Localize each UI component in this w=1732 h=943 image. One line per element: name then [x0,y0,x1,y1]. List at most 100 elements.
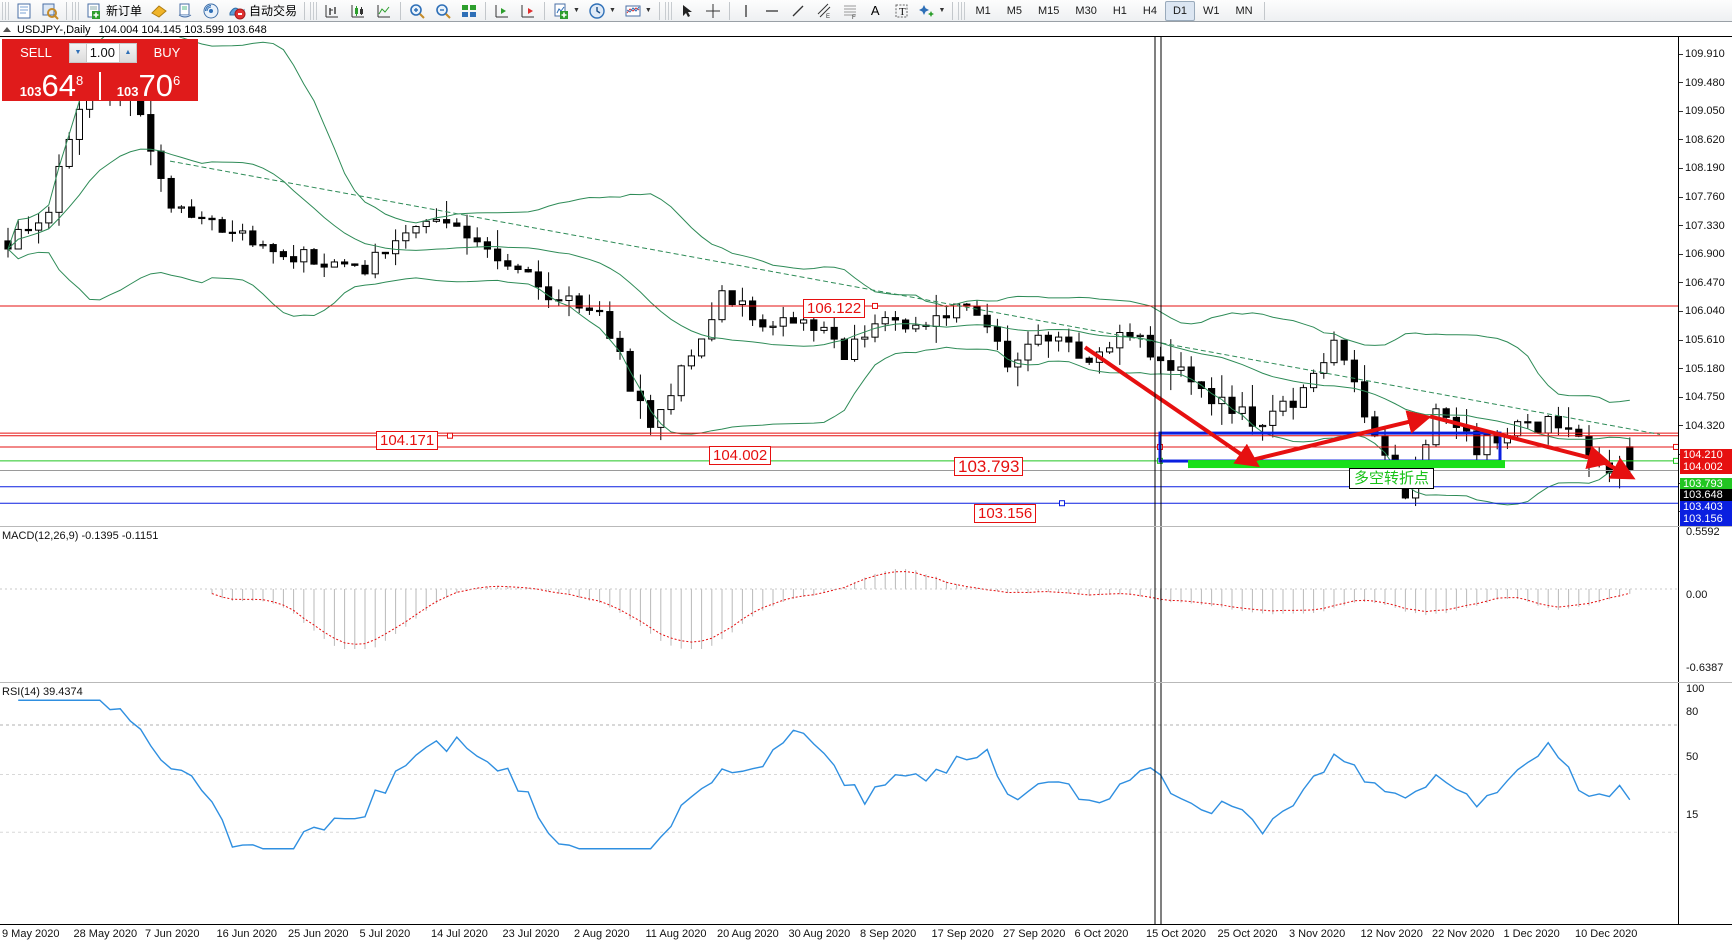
price-axis[interactable]: 109.910 109.480 109.050 108.620 108.190 107.7… [1678,37,1732,925]
timeframe-m5-button[interactable]: M5 [1006,4,1023,17]
toolbar-grip[interactable] [2,1,9,20]
period-caret-icon[interactable]: ▼ [608,7,616,14]
red-arrow-up-1[interactable] [1249,410,1432,463]
toolbar-grip-2[interactable] [72,1,79,20]
timeframe-m1-button[interactable]: M1 [975,4,991,17]
timeframe-d1-button[interactable]: D1 [1164,0,1196,21]
objects-caret-icon[interactable]: ▼ [938,7,946,14]
new-chart-button[interactable] [11,1,37,21]
toolbar-separator-9 [1263,1,1265,20]
period-button[interactable]: ▼ [584,1,620,21]
metaeditor-icon [150,2,168,20]
price-tick-108-190: 108.190 [1679,162,1725,174]
price-tag-103-793[interactable]: 103.793 [1680,478,1732,491]
timeframe-w1-button[interactable]: W1 [1203,4,1220,17]
indicators-caret-icon[interactable]: ▼ [573,7,580,14]
price-tick-105-180: 105.180 [1679,363,1725,375]
timeframe-m15-button[interactable]: M15 [1038,4,1060,17]
chart-header: USDJPY-,Daily 104.004 104.145 103.599 10… [0,23,1732,36]
text-label-button[interactable]: T [888,1,914,21]
descending-trendline[interactable] [169,160,1661,435]
timeframe-m30-button[interactable]: M30 [1075,4,1097,17]
chinese-annotation-box[interactable]: 多空转折点 [1349,468,1435,489]
indicators-button[interactable]: ▼ [548,1,584,21]
trendline-button[interactable] [785,1,811,21]
buy-price[interactable]: 103 70 6 [101,70,196,101]
toolbar-separator-3 [400,1,402,20]
price-tag-103-156[interactable]: 103.156 [1680,513,1732,526]
autotrading-button[interactable]: 自动交易 [224,1,301,21]
chart-tile-button[interactable] [456,1,482,21]
equidistant-channel-button[interactable]: E [811,1,837,21]
timeframe-h1-button[interactable]: H1 [1112,4,1127,17]
crosshair-button[interactable] [700,1,726,21]
metaeditor-button[interactable] [146,1,172,21]
handle-103793-right[interactable] [1673,457,1679,464]
price-tag-104-210[interactable]: 104.210 [1680,449,1732,462]
handle-104002-right[interactable] [1673,443,1679,450]
cursor-button[interactable] [674,1,700,21]
date-axis[interactable]: 9 May 2020 28 May 2020 7 Jun 2020 16 Jun 20… [0,924,1732,943]
price-tick-106-470: 106.470 [1679,277,1725,289]
timeframe-h4-button[interactable]: H4 [1142,4,1157,17]
text-button[interactable]: A [863,1,888,21]
price-tag-103-403[interactable]: 103.403 [1680,501,1732,514]
toolbar-grip-4[interactable] [664,1,672,20]
price-annotation-103793[interactable]: 103.793 [954,457,1024,476]
new-order-button[interactable]: 新订单 [81,1,146,21]
rsi-scale-100: 100 [1686,683,1705,695]
signals-button[interactable] [198,1,224,21]
macd-label: MACD(12,26,9) -0.1395 -0.1151 [2,530,159,542]
objects-icon [918,2,936,20]
toolbar-separator-5 [544,1,546,20]
horizontal-line-button[interactable] [759,1,785,21]
toolbar-grip-5[interactable] [958,1,966,20]
rsi-subwindow-separator [0,682,1732,683]
red-arrow-down-3[interactable] [1599,457,1636,480]
price-tag-103-648[interactable]: 103.648 [1680,489,1732,502]
price-annotation-104002[interactable]: 104.002 [709,446,772,465]
candlestick-chart-button[interactable] [345,1,371,21]
timeframe-mn-button[interactable]: MN [1235,4,1253,17]
red-arrow-down-1[interactable] [1083,345,1260,468]
terminal-icon [176,2,194,20]
zoom-in-button[interactable] [404,1,430,21]
handle-103156[interactable] [1059,500,1065,507]
market-watch-button[interactable] [37,1,63,21]
auto-scroll-button[interactable] [515,1,541,21]
volume-decrease-button[interactable]: ▼ [70,43,87,62]
bollinger-middle-band [7,148,1630,440]
macd-scale-bottom: -0.6387 [1686,662,1724,674]
buy-button[interactable]: BUY [153,44,181,60]
date-label-11: 30 Aug 2020 [788,928,851,940]
collapse-triangle-icon[interactable] [3,27,11,32]
zoom-out-button[interactable] [430,1,456,21]
terminal-button[interactable] [172,1,198,21]
rsi-indicator [0,699,1678,850]
date-label-20: 22 Nov 2020 [1432,928,1495,940]
volume-stepper[interactable]: ▼ 1.00 ▲ [69,42,137,63]
price-tick-109-910: 109.910 [1679,48,1725,60]
vertical-line-button[interactable] [733,1,759,21]
templates-caret-icon[interactable]: ▼ [644,7,652,14]
fibonacci-button[interactable]: F [837,1,863,21]
volume-input[interactable]: 1.00 [89,45,115,60]
objects-button[interactable]: ▼ [914,1,950,21]
sell-button[interactable]: SELL [20,44,52,60]
green-support-bar[interactable] [1188,460,1505,469]
price-annotation-103156[interactable]: 103.156 [974,504,1037,523]
price-annotation-106122[interactable]: 106.122 [803,299,866,318]
chart-shift-button[interactable] [489,1,515,21]
handle-106122[interactable] [872,302,878,309]
bar-chart-button[interactable] [319,1,345,21]
templates-button[interactable]: ▼ [620,1,656,21]
price-annotation-104171[interactable]: 104.171 [376,431,439,450]
volume-increase-button[interactable]: ▲ [119,43,136,62]
one-click-trading-panel[interactable]: SELL ▼ 1.00 ▲ BUY 103 64 8 103 70 6 [2,39,198,101]
line-chart-button[interactable] [371,1,397,21]
toolbar-grip-3[interactable] [310,1,318,20]
sell-price[interactable]: 103 64 8 [4,70,101,101]
price-tag-104-002[interactable]: 104.002 [1680,461,1732,474]
handle-104171[interactable] [447,432,453,439]
red-arrow-down-2[interactable] [1429,414,1612,470]
